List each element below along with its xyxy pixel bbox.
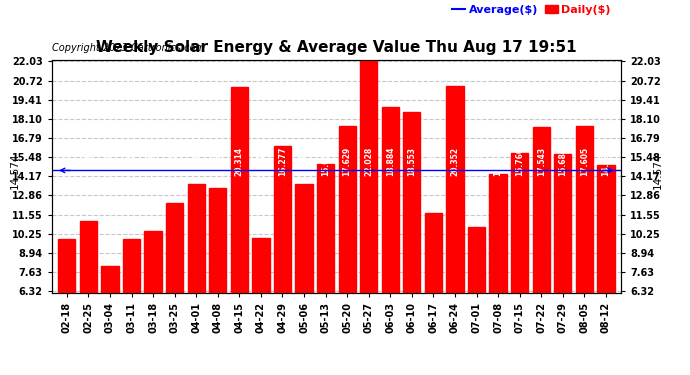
Bar [230,87,248,375]
Title: Weekly Solar Energy & Average Value Thu Aug 17 19:51: Weekly Solar Energy & Average Value Thu … [96,40,577,55]
Bar [575,126,593,375]
Text: 16.277: 16.277 [278,147,287,176]
Bar [425,213,442,375]
Bar [489,174,506,375]
Text: 20.352: 20.352 [451,147,460,176]
Text: 9.922: 9.922 [257,152,266,176]
Bar [253,238,270,375]
Text: 17.629: 17.629 [343,147,352,176]
Bar [58,238,75,375]
Text: 17.605: 17.605 [580,147,589,176]
Bar [554,154,571,375]
Text: 10.455: 10.455 [148,147,157,176]
Bar [533,127,550,375]
Text: 14.327: 14.327 [493,147,502,176]
Bar [382,107,399,375]
Text: 15.684: 15.684 [558,147,567,176]
Text: 18.884: 18.884 [386,147,395,176]
Bar [403,112,420,375]
Text: 13.372: 13.372 [213,147,222,176]
Text: 13.662: 13.662 [299,147,308,176]
Bar [209,188,226,375]
Text: 20.314: 20.314 [235,147,244,176]
Text: 22.028: 22.028 [364,147,373,176]
Bar [511,153,529,375]
Text: 15.011: 15.011 [321,147,330,176]
Bar [166,203,184,375]
Text: 8.064: 8.064 [106,152,115,176]
Text: 9.911: 9.911 [62,152,71,176]
Text: 11.646: 11.646 [429,147,438,176]
Text: 9.853: 9.853 [127,152,136,176]
Bar [101,266,119,375]
Bar [274,146,291,375]
Text: 14.574: 14.574 [653,152,663,189]
Legend: Average($), Daily($): Average($), Daily($) [448,0,615,20]
Text: 17.543: 17.543 [537,147,546,176]
Text: 18.553: 18.553 [407,147,416,176]
Text: 15.760: 15.760 [515,147,524,176]
Bar [317,164,334,375]
Text: Copyright 2023 Cartronics.com: Copyright 2023 Cartronics.com [52,43,205,52]
Text: 12.316: 12.316 [170,147,179,176]
Bar [144,231,161,375]
Bar [295,184,313,375]
Bar [360,62,377,375]
Bar [339,126,356,375]
Text: 10.717: 10.717 [472,147,481,176]
Text: 14.574: 14.574 [10,152,20,189]
Bar [598,165,615,375]
Bar [188,184,205,375]
Bar [80,221,97,375]
Bar [446,86,464,375]
Bar [468,227,485,375]
Text: 11.094: 11.094 [84,147,93,176]
Text: 13.662: 13.662 [192,147,201,176]
Bar [123,239,140,375]
Text: 14.934: 14.934 [602,147,611,176]
